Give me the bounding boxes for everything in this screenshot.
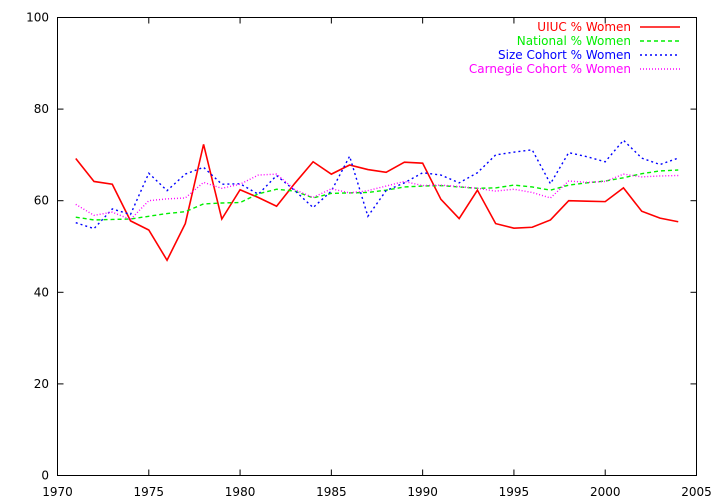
y-tick-label: 40: [34, 285, 49, 299]
plot-frame: [57, 17, 697, 476]
legend-label-3: Carnegie Cohort % Women: [469, 62, 631, 76]
y-tick-label: 100: [26, 11, 49, 25]
series-layer: [75, 139, 679, 262]
legend-label-2: Size Cohort % Women: [498, 48, 631, 62]
x-tick-label: 1975: [134, 485, 165, 499]
x-tick-label: 1985: [316, 485, 347, 499]
y-tick-label: 60: [34, 194, 49, 208]
series-line-2: [75, 139, 679, 230]
x-tick-label: 2005: [681, 485, 712, 499]
series-line-0: [75, 144, 679, 262]
axes: 1970 1975 1980 1985 1990 1995 2000 2005 0 20 40 60 8…: [26, 11, 712, 500]
legend-label-0: UIUC % Women: [537, 20, 631, 34]
x-tick-label: 1995: [499, 485, 530, 499]
x-tick-label: 1990: [407, 485, 438, 499]
legend-label-1: National % Women: [517, 34, 631, 48]
x-tick-label: 2000: [590, 485, 621, 499]
y-tick-label: 80: [34, 102, 49, 116]
y-tick-label: 20: [34, 377, 49, 391]
y-tick-label: 0: [41, 469, 49, 483]
series-line-1: [75, 169, 679, 221]
x-tick-label: 1980: [225, 485, 256, 499]
series-line-3: [75, 173, 679, 221]
x-tick-label: 1970: [42, 485, 73, 499]
